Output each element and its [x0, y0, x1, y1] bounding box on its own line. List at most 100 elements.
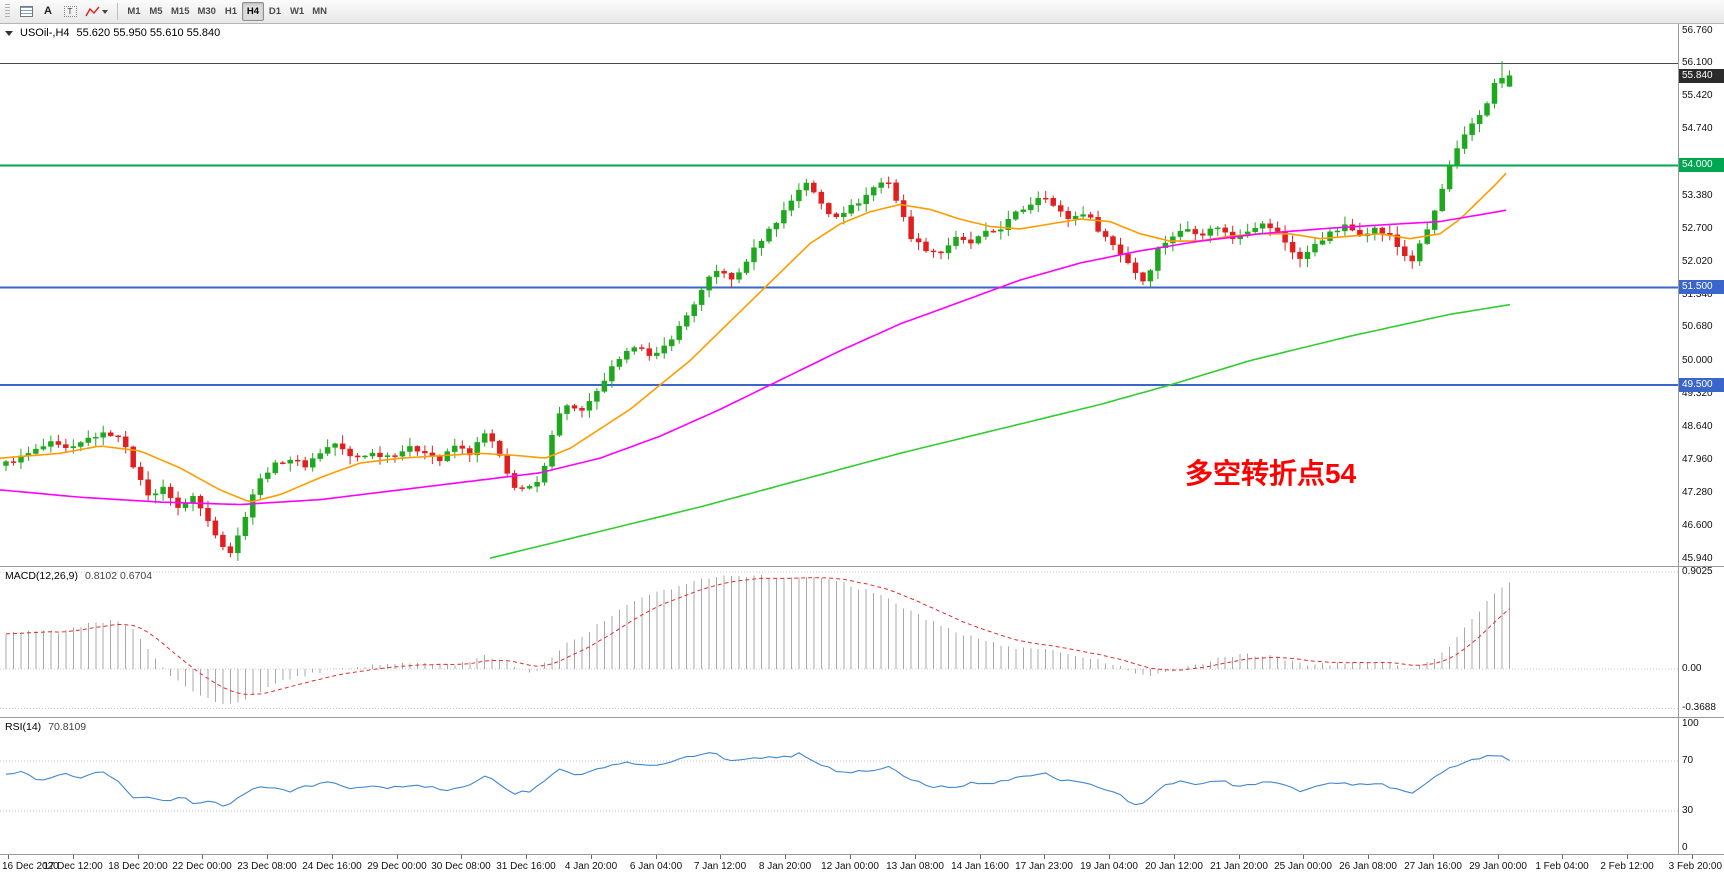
time-label: 23 Dec 08:00 — [237, 861, 297, 872]
macd-tick-label: 0.00 — [1682, 662, 1702, 674]
toolbar-grip[interactable] — [5, 4, 10, 19]
rsi-tick-label: 100 — [1682, 718, 1699, 729]
time-tick — [1368, 855, 1369, 859]
rsi-axis[interactable]: 100 70 30 0 — [1678, 718, 1724, 854]
chart-window-button[interactable] — [15, 2, 37, 21]
time-label: 26 Jan 08:00 — [1339, 861, 1397, 872]
panel-splitter[interactable] — [0, 854, 1724, 855]
time-tick — [1562, 855, 1563, 859]
price-tick-label: 55.420 — [1682, 90, 1713, 102]
price-tick-label: 46.600 — [1682, 520, 1713, 532]
time-label: 12 Jan 00:00 — [821, 861, 879, 872]
price-tick-label: 54.740 — [1682, 123, 1713, 135]
time-label: 20 Jan 12:00 — [1145, 861, 1203, 872]
time-label: 3 Feb 20:00 — [1668, 861, 1722, 872]
price-tick-label: 56.100 — [1682, 57, 1713, 69]
time-tick — [526, 855, 527, 859]
price-tick-label: 53.380 — [1682, 189, 1713, 201]
time-tick — [1498, 855, 1499, 859]
time-label: 17 Jan 23:00 — [1015, 861, 1073, 872]
price-tick-label: 52.700 — [1682, 222, 1713, 234]
text-frame-button[interactable]: T — [59, 2, 81, 21]
panel-splitter[interactable] — [0, 717, 1724, 718]
time-tick — [202, 855, 203, 859]
rsi-panel: RSI(14) 70.8109 100 70 30 0 — [0, 718, 1724, 854]
timeframe-m1-button[interactable]: M1 — [127, 6, 141, 17]
macd-panel: MACD(12,26,9) 0.8102 0.6704 0.9025 0.00 -0… — [0, 567, 1724, 717]
time-tick — [1044, 855, 1045, 859]
rsi-tick-label: 70 — [1682, 755, 1694, 767]
dropdown-arrow-icon — [102, 9, 108, 14]
time-label: 19 Jan 04:00 — [1080, 861, 1138, 872]
time-tick — [980, 855, 981, 859]
macd-canvas[interactable] — [0, 567, 1678, 717]
time-label: 1 Feb 04:00 — [1535, 861, 1589, 872]
macd-tick-label: -0.3688 — [1682, 702, 1716, 714]
time-label: 21 Jan 20:00 — [1210, 861, 1268, 872]
timeframe-h1-button[interactable]: H1 — [224, 6, 238, 17]
toolbar-separator — [117, 3, 118, 20]
price-chart-panel: USOil-,H4 55.620 55.950 55.610 55.840 多空… — [0, 24, 1724, 566]
macd-axis[interactable]: 0.9025 0.00 -0.3688 — [1678, 567, 1724, 717]
current-price-tag: 55.840 — [1679, 68, 1724, 83]
time-label: 27 Jan 16:00 — [1404, 861, 1462, 872]
price-level-tag: 51.500 — [1679, 280, 1724, 295]
time-tick — [73, 855, 74, 859]
timeframe-m30-button[interactable]: M30 — [197, 6, 216, 17]
price-tick-label: 50.000 — [1682, 354, 1713, 366]
price-level-tag: 49.500 — [1679, 378, 1724, 392]
price-chart-canvas[interactable] — [0, 24, 1678, 566]
collapse-arrow-icon[interactable] — [5, 30, 13, 36]
timeframe-w1-button[interactable]: W1 — [289, 6, 305, 17]
price-tick-label: 51.340 — [1682, 289, 1713, 301]
price-tick-label: 56.760 — [1682, 24, 1713, 36]
time-label: 16 Dec 2020 — [2, 861, 59, 872]
timeframe-d1-button[interactable]: D1 — [268, 6, 282, 17]
time-label: 17 Dec 12:00 — [43, 861, 103, 872]
chart-header: USOil-,H4 55.620 55.950 55.610 55.840 — [5, 27, 220, 39]
chart-annotation-text[interactable]: 多空转折点54 — [1185, 458, 1357, 489]
draw-polyline-button[interactable] — [81, 2, 112, 21]
price-tick-label: 49.320 — [1682, 387, 1713, 399]
rsi-title: RSI(14) — [5, 721, 42, 733]
time-label: 7 Jan 12:00 — [693, 861, 747, 872]
price-tick-label: 52.020 — [1682, 256, 1713, 268]
rsi-canvas[interactable] — [0, 718, 1678, 854]
time-tick — [332, 855, 333, 859]
macd-title: MACD(12,26,9) — [5, 570, 78, 582]
time-label: 4 Jan 20:00 — [564, 861, 618, 872]
ohlc-values: 55.620 55.950 55.610 55.840 — [76, 27, 221, 39]
time-label: 31 Dec 16:00 — [496, 861, 556, 872]
time-tick — [461, 855, 462, 859]
time-tick — [1239, 855, 1240, 859]
time-label: 13 Jan 08:00 — [886, 861, 944, 872]
time-tick — [1174, 855, 1175, 859]
time-tick — [1627, 855, 1628, 859]
time-tick — [656, 855, 657, 859]
time-tick — [1303, 855, 1304, 859]
price-tick-label: 48.640 — [1682, 420, 1713, 432]
time-tick — [8, 855, 9, 859]
time-tick — [720, 855, 721, 859]
price-tick-label: 45.940 — [1682, 552, 1713, 564]
time-label: 6 Jan 04:00 — [629, 861, 683, 872]
draw-polyline-icon — [85, 6, 100, 16]
time-axis[interactable]: 16 Dec 2020 17 Dec 12:00 18 Dec 20:00 22 De… — [0, 855, 1724, 893]
text-label-icon: A — [44, 5, 52, 17]
time-label: 2 Feb 12:00 — [1600, 861, 1654, 872]
timeframe-m15-button[interactable]: M15 — [171, 6, 190, 17]
time-tick — [785, 855, 786, 859]
time-label: 22 Dec 00:00 — [172, 861, 232, 872]
text-frame-icon: T — [63, 6, 77, 17]
price-axis[interactable]: 56.760 56.100 55.420 54.740 53.380 52.700 52.0… — [1678, 24, 1724, 566]
text-label-button[interactable]: A — [37, 2, 59, 21]
macd-tick-label: 0.9025 — [1682, 567, 1713, 578]
time-tick — [1692, 855, 1693, 859]
timeframe-mn-button[interactable]: MN — [312, 6, 327, 17]
timeframe-m5-button[interactable]: M5 — [149, 6, 163, 17]
rsi-header: RSI(14) 70.8109 — [5, 721, 86, 733]
panel-splitter[interactable] — [0, 566, 1724, 567]
time-tick — [138, 855, 139, 859]
timeframe-h4-button[interactable]: H4 — [241, 2, 264, 21]
macd-values: 0.8102 0.6704 — [84, 570, 153, 582]
